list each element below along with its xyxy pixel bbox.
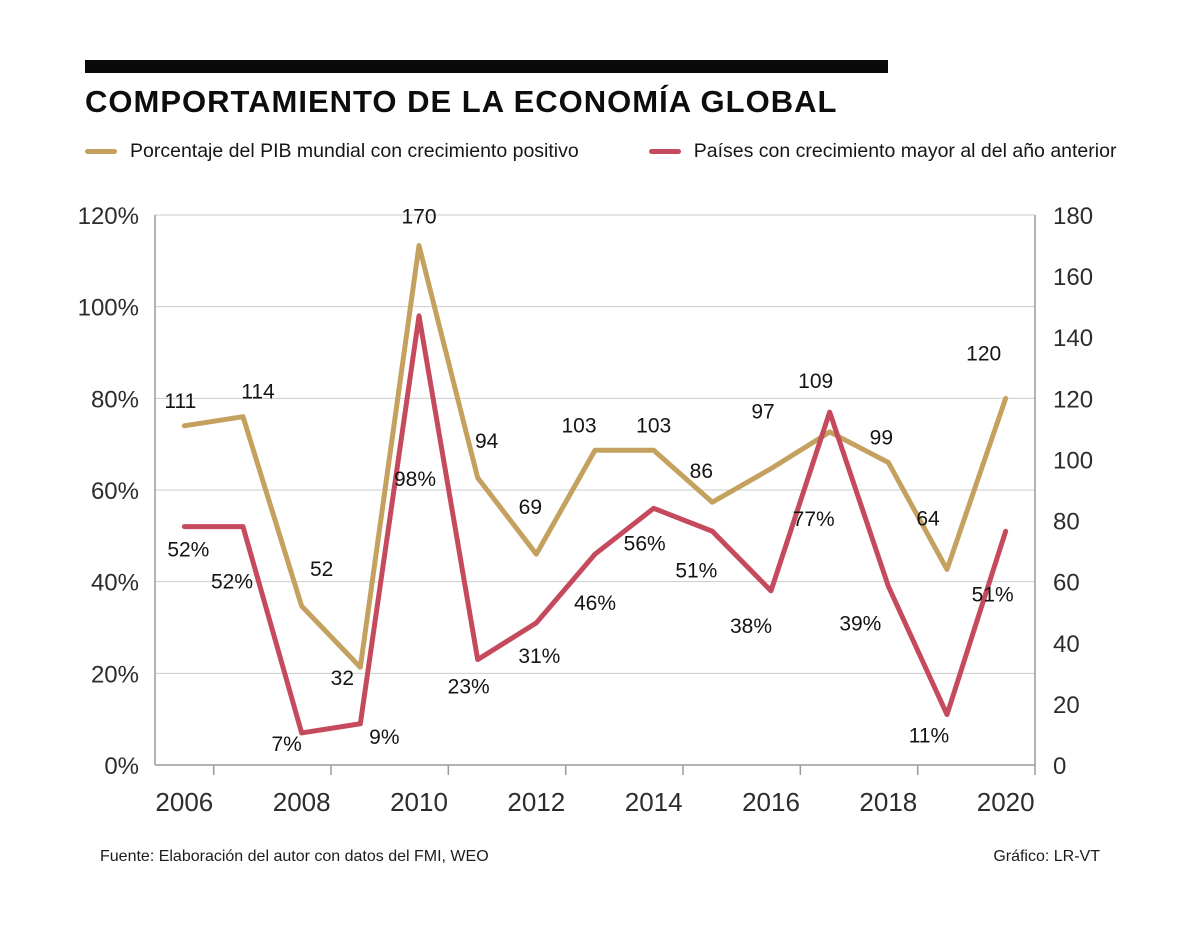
x-axis-label: 2006 — [155, 787, 213, 817]
left-axis-tick-label: 0% — [104, 753, 139, 780]
data-label-series-1: 46% — [574, 592, 616, 615]
data-label-series-0: 97 — [751, 401, 774, 424]
x-axis-label: 2016 — [742, 787, 800, 817]
data-label-series-0: 103 — [636, 414, 671, 437]
right-axis-tick-label: 80 — [1053, 509, 1080, 536]
right-axis-tick-label: 0 — [1053, 753, 1066, 780]
data-label-series-0: 114 — [241, 381, 275, 404]
data-label-series-1: 38% — [730, 615, 772, 638]
credit-note: Gráfico: LR-VT — [993, 848, 1100, 865]
legend: Porcentaje del PIB mundial con crecimien… — [85, 140, 1116, 163]
x-axis-label: 2020 — [977, 787, 1035, 817]
legend-label-paises: Países con crecimiento mayor al del año … — [693, 140, 1117, 162]
data-label-series-0: 64 — [916, 507, 940, 530]
right-axis-tick-label: 100 — [1053, 447, 1093, 474]
left-axis-tick-label: 60% — [91, 478, 139, 505]
data-label-series-0: 69 — [519, 496, 542, 519]
data-label-series-0: 111 — [164, 390, 196, 413]
data-label-series-1: 9% — [369, 726, 399, 749]
data-label-series-1: 52% — [211, 571, 253, 594]
data-label-series-1: 51% — [675, 559, 717, 582]
data-label-series-1: 98% — [394, 468, 436, 491]
x-axis-label: 2014 — [625, 787, 683, 817]
x-axis-label: 2018 — [859, 787, 917, 817]
source-note: Fuente: Elaboración del autor con datos … — [100, 848, 489, 865]
data-label-series-1: 77% — [793, 508, 835, 531]
data-label-series-1: 56% — [624, 532, 666, 555]
data-label-series-0: 170 — [401, 206, 436, 229]
legend-swatch-red — [648, 149, 681, 154]
legend-label-pib: Porcentaje del PIB mundial con crecimien… — [130, 140, 579, 162]
title-rule — [85, 60, 888, 73]
left-axis-tick-label: 20% — [91, 661, 139, 688]
page-title: COMPORTAMIENTO DE LA ECONOMÍA GLOBAL — [85, 84, 838, 119]
right-axis-tick-label: 60 — [1053, 570, 1080, 597]
left-axis-tick-label: 80% — [91, 386, 139, 413]
legend-swatch-gold — [85, 149, 117, 154]
series-line-0 — [181, 243, 1009, 670]
data-label-series-0: 52 — [310, 558, 333, 581]
right-axis-tick-label: 140 — [1053, 325, 1093, 352]
x-axis-label: 2012 — [507, 787, 565, 817]
data-label-series-1: 51% — [972, 583, 1014, 606]
left-axis-tick-label: 40% — [91, 570, 139, 597]
data-label-series-0: 103 — [561, 414, 596, 437]
right-axis-tick-label: 120 — [1053, 386, 1093, 413]
data-label-series-0: 86 — [690, 460, 713, 483]
x-axis-label: 2008 — [273, 787, 331, 817]
data-label-series-0: 99 — [870, 427, 893, 450]
data-label-series-1: 23% — [448, 676, 490, 699]
right-axis-tick-label: 160 — [1053, 264, 1093, 291]
legend-item-paises: Países con crecimiento mayor al del año … — [648, 140, 1117, 163]
left-axis-tick-label: 100% — [78, 295, 139, 322]
data-label-series-1: 11% — [909, 725, 949, 748]
series-line-1 — [181, 313, 1009, 736]
right-axis-tick-label: 40 — [1053, 631, 1080, 658]
legend-item-pib: Porcentaje del PIB mundial con crecimien… — [85, 140, 579, 163]
left-axis-tick-label: 120% — [78, 203, 139, 230]
data-label-series-1: 39% — [839, 612, 881, 635]
data-label-series-0: 109 — [798, 370, 833, 393]
data-label-series-1: 31% — [518, 645, 560, 668]
data-label-series-1: 52% — [167, 539, 209, 562]
right-axis-tick-label: 180 — [1053, 203, 1093, 230]
data-label-series-0: 94 — [475, 430, 499, 453]
right-axis-tick-label: 20 — [1053, 692, 1080, 719]
data-label-series-0: 32 — [331, 667, 354, 690]
data-label-series-1: 7% — [271, 733, 301, 756]
data-label-series-0: 120 — [966, 342, 1001, 365]
x-axis-label: 2010 — [390, 787, 448, 817]
